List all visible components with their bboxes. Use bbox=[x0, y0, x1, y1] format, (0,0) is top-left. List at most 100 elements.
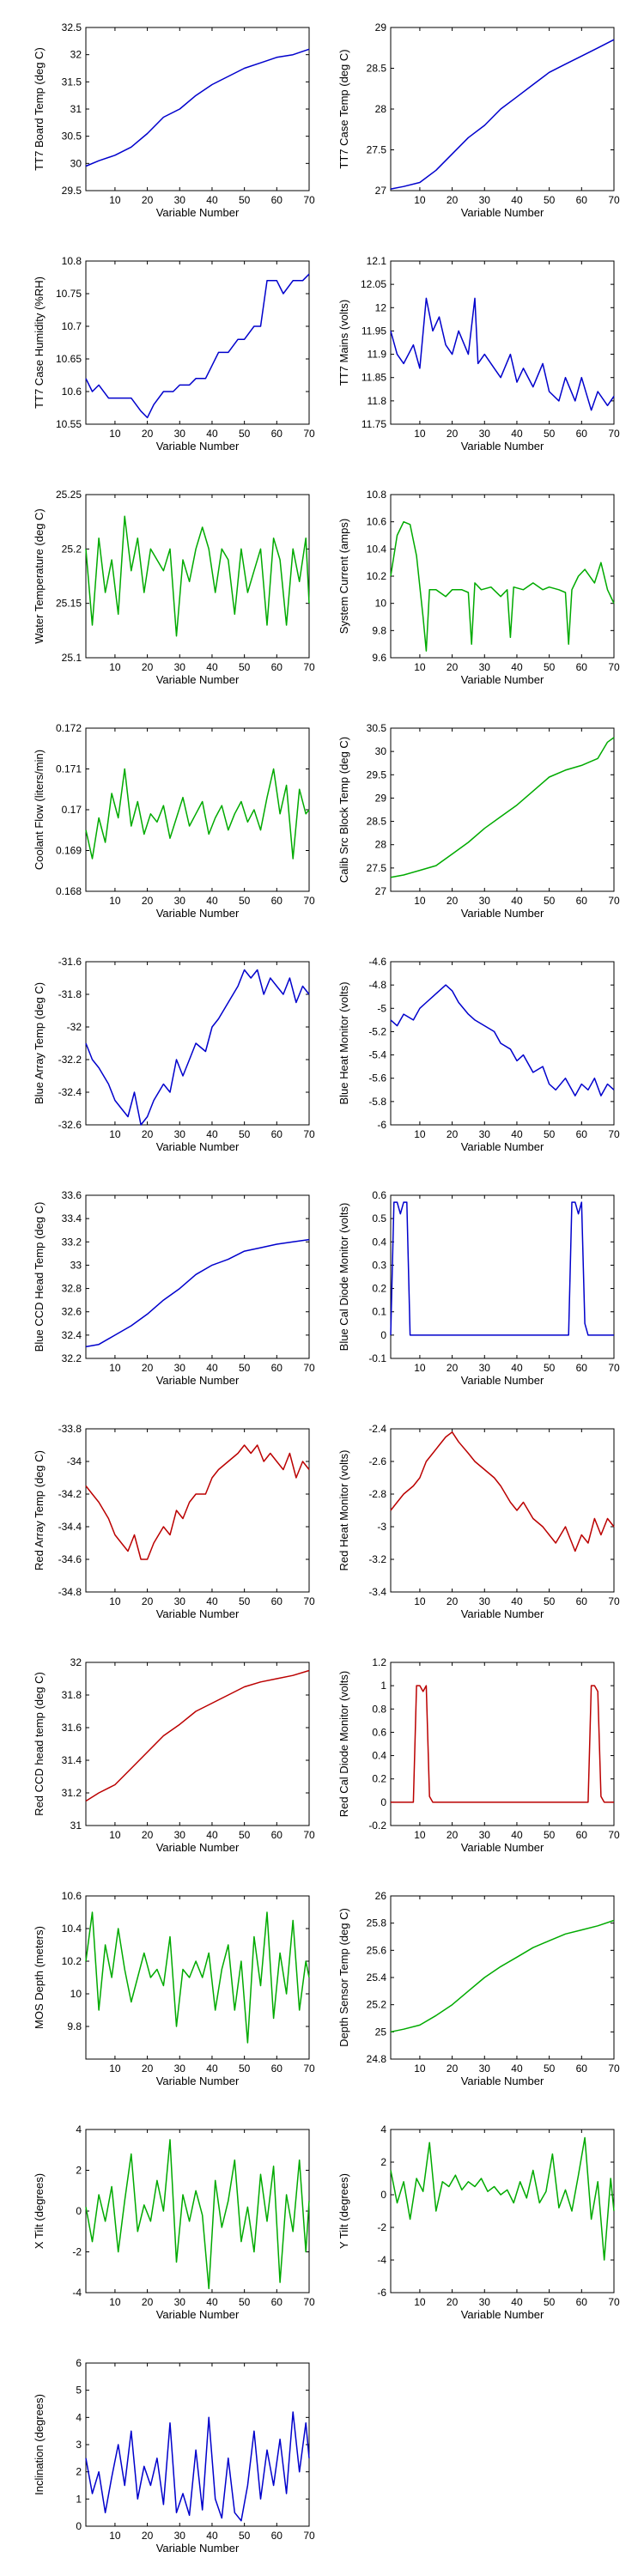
y-tick-label: 33 bbox=[70, 1259, 82, 1271]
chart-panel: 10 20 30 40 50 60 70 32.2 32.4 32.6 32.8 33 33.2 33.4… bbox=[33, 1189, 315, 1387]
y-tick-label: 11.9 bbox=[368, 349, 387, 361]
x-axis-label: Variable Number bbox=[156, 907, 240, 920]
y-tick-label: -0.1 bbox=[368, 1352, 386, 1364]
y-tick-label: 0.3 bbox=[372, 1259, 386, 1271]
series-line bbox=[390, 1201, 614, 1336]
plot-area bbox=[85, 27, 310, 191]
x-tick-label: 20 bbox=[447, 1829, 459, 1841]
y-tick-label: -32.6 bbox=[58, 1119, 82, 1131]
y-tick-label: 31.5 bbox=[62, 76, 82, 88]
x-tick-label: 60 bbox=[576, 428, 588, 440]
y-tick-label: 25.4 bbox=[367, 1971, 387, 1984]
plot-area bbox=[390, 961, 615, 1126]
y-tick-label: -6 bbox=[377, 2287, 386, 2299]
y-tick-label: 25.2 bbox=[367, 1999, 387, 2011]
chart-panel: 10 20 30 40 50 60 70 31 31.2 31.4 31.6 31.8 32 Variab… bbox=[33, 1656, 315, 1854]
y-tick-label: 27 bbox=[375, 185, 387, 197]
x-tick-label: 70 bbox=[608, 194, 620, 206]
series-line bbox=[85, 2411, 310, 2522]
x-axis-label: Variable Number bbox=[461, 440, 544, 453]
y-tick-label: 25.2 bbox=[62, 543, 82, 555]
y-tick-label: 4 bbox=[380, 2123, 386, 2136]
y-tick-label: 10.4 bbox=[367, 543, 387, 555]
x-tick-label: 50 bbox=[544, 194, 556, 206]
y-tick-label: 10.55 bbox=[56, 418, 82, 430]
y-tick-label: 10.4 bbox=[62, 1923, 82, 1935]
y-tick-label: 32 bbox=[70, 49, 82, 61]
plot-area bbox=[85, 2362, 310, 2527]
x-tick-label: 30 bbox=[174, 895, 186, 907]
y-tick-label: 0.17 bbox=[62, 804, 82, 816]
x-tick-label: 30 bbox=[174, 2063, 186, 2075]
series-line bbox=[85, 969, 310, 1126]
x-tick-label: 60 bbox=[271, 661, 283, 673]
y-tick-label: 0.1 bbox=[372, 1306, 386, 1318]
y-axis-label: Red Cal Diode Monitor (volts) bbox=[337, 1671, 350, 1818]
y-tick-label: 30.5 bbox=[367, 722, 387, 734]
x-tick-label: 50 bbox=[239, 895, 251, 907]
x-axis-label: Variable Number bbox=[156, 206, 240, 219]
y-tick-label: 10.2 bbox=[367, 570, 387, 582]
y-tick-label: 0.168 bbox=[56, 885, 82, 897]
y-tick-label: 11.85 bbox=[361, 372, 386, 384]
y-tick-label: 0 bbox=[380, 1796, 386, 1808]
series-line bbox=[390, 520, 615, 652]
x-tick-label: 10 bbox=[109, 1829, 121, 1841]
x-axis-label: Variable Number bbox=[461, 1607, 544, 1620]
y-axis-label: Calib Src Block Temp (deg C) bbox=[337, 737, 350, 883]
y-tick-label: -2.4 bbox=[368, 1423, 386, 1435]
x-tick-label: 50 bbox=[239, 1128, 251, 1140]
plot-area bbox=[85, 1662, 310, 1826]
x-tick-label: 50 bbox=[544, 895, 556, 907]
x-tick-label: 70 bbox=[303, 1595, 315, 1607]
y-tick-label: 32.8 bbox=[62, 1283, 82, 1295]
x-tick-label: 40 bbox=[206, 194, 218, 206]
x-axis-label: Variable Number bbox=[461, 673, 544, 686]
x-tick-label: 70 bbox=[303, 1829, 315, 1841]
chart-panel: 10 20 30 40 50 60 70 24.8 25 25.2 25.4 25.6 25.8 26 Va… bbox=[337, 1890, 620, 2087]
y-tick-label: 3 bbox=[76, 2439, 82, 2451]
y-tick-label: 0.4 bbox=[372, 1236, 386, 1248]
x-tick-label: 60 bbox=[576, 2063, 588, 2075]
plot-area bbox=[390, 27, 615, 191]
x-tick-label: 20 bbox=[447, 1595, 459, 1607]
y-axis-label: Red Heat Monitor (volts) bbox=[337, 1450, 350, 1571]
x-tick-label: 50 bbox=[239, 1362, 251, 1374]
y-tick-label: 10.2 bbox=[62, 1955, 82, 1967]
chart-panel: 10 20 30 40 50 60 70 0 1 2 3 4 5 6 Variable Number Incl… bbox=[33, 2357, 315, 2555]
y-tick-label: 1.2 bbox=[372, 1656, 386, 1668]
y-tick-label: 28 bbox=[375, 839, 387, 851]
y-tick-label: 29 bbox=[375, 21, 387, 33]
y-tick-label: 0 bbox=[380, 2189, 386, 2201]
y-tick-label: 12 bbox=[375, 301, 387, 313]
y-axis-label: Blue Cal Diode Monitor (volts) bbox=[337, 1203, 350, 1352]
y-axis-label: MOS Depth (meters) bbox=[33, 1926, 46, 2029]
plot-area bbox=[390, 727, 615, 892]
x-tick-label: 50 bbox=[239, 661, 251, 673]
x-tick-label: 10 bbox=[414, 895, 426, 907]
y-tick-label: 12.1 bbox=[367, 255, 387, 267]
y-tick-label: 11.95 bbox=[361, 325, 386, 337]
x-axis-label: Variable Number bbox=[156, 1140, 240, 1153]
x-tick-label: 30 bbox=[479, 194, 491, 206]
y-tick-label: 4 bbox=[76, 2123, 82, 2136]
x-tick-label: 30 bbox=[174, 2296, 186, 2308]
x-axis-label: Variable Number bbox=[156, 673, 240, 686]
y-tick-label: 12.05 bbox=[361, 278, 386, 290]
x-tick-label: 40 bbox=[511, 895, 523, 907]
chart-panel: 10 20 30 40 50 60 70 9.8 10 10.2 10.4 10.6 Variable … bbox=[33, 1890, 315, 2087]
y-tick-label: 0 bbox=[380, 1329, 386, 1341]
x-tick-label: 10 bbox=[109, 1128, 121, 1140]
x-tick-label: 70 bbox=[303, 428, 315, 440]
series-line bbox=[390, 1919, 615, 2033]
x-tick-label: 10 bbox=[109, 2063, 121, 2075]
x-tick-label: 50 bbox=[544, 661, 556, 673]
y-tick-label: 0 bbox=[76, 2520, 82, 2532]
x-tick-label: 10 bbox=[109, 1595, 121, 1607]
x-tick-label: 30 bbox=[479, 2063, 491, 2075]
x-tick-label: 30 bbox=[479, 895, 491, 907]
y-tick-label: -6 bbox=[377, 1119, 386, 1131]
x-tick-label: 70 bbox=[608, 2296, 620, 2308]
y-tick-label: 0.2 bbox=[372, 1773, 386, 1785]
